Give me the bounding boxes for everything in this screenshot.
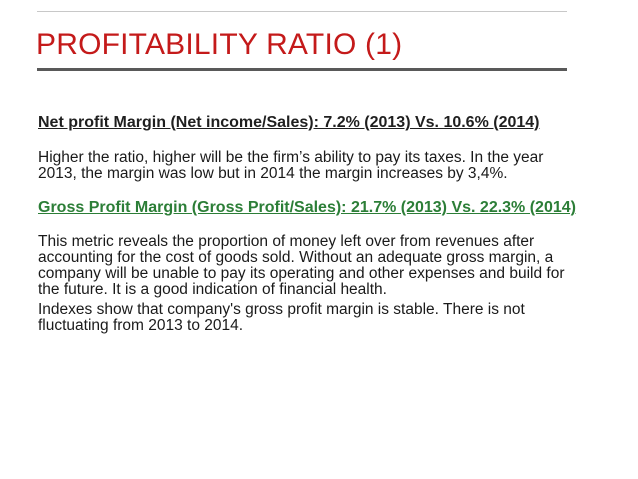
net-profit-margin-text: Higher the ratio, higher will be the fir… [38, 149, 544, 182]
slide-content: Net profit Margin (Net income/Sales): 7.… [38, 114, 578, 334]
net-profit-margin-heading: Net profit Margin (Net income/Sales): 7.… [38, 114, 540, 131]
gross-profit-margin-heading: Gross Profit Margin (Gross Profit/Sales)… [38, 199, 576, 216]
gross-profit-margin-stability-text: Indexes show that company's gross profit… [38, 301, 525, 334]
title-underline [37, 68, 567, 71]
top-divider [37, 11, 567, 12]
slide-title: PROFITABILITY RATIO (1) [36, 28, 403, 61]
gross-profit-margin-text: This metric reveals the proportion of mo… [38, 233, 565, 298]
